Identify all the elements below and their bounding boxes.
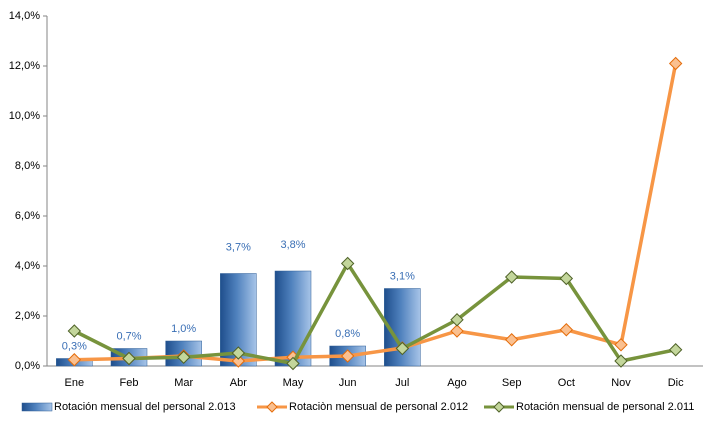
marker (67, 353, 82, 367)
line (73, 261, 677, 366)
data-label: 0,7% (116, 330, 141, 342)
marker (504, 270, 519, 284)
x-tick-label: May (283, 377, 304, 389)
marker (668, 343, 683, 357)
marker (231, 354, 246, 368)
marker (176, 350, 191, 364)
data-label: 3,8% (280, 239, 305, 251)
marker (340, 256, 355, 271)
data-label: 0,3% (62, 340, 87, 352)
y-tick-label: 6,0% (15, 210, 40, 222)
bar (274, 270, 312, 367)
legend-label: Rotación mensual de personal 2.011 (516, 401, 694, 413)
legend-swatch (21, 402, 53, 412)
y-tick-label: 8,0% (15, 160, 40, 172)
x-tick-label: Feb (120, 377, 139, 389)
x-tick-label: Jun (339, 377, 357, 389)
marker (559, 271, 574, 286)
x-tick-label: Sep (502, 377, 522, 389)
marker (231, 346, 246, 360)
x-tick-label: Mar (174, 377, 193, 389)
marker (668, 56, 683, 71)
marker (340, 349, 355, 363)
marker (67, 324, 82, 338)
y-tick-label: 12,0% (9, 60, 40, 72)
x-tick-label: Jul (395, 377, 409, 389)
legend-label: Rotaciòn mensual de personal 2.012 (289, 401, 468, 413)
legend-label: Rotación mensual del personal 2.013 (54, 401, 236, 413)
x-tick-label: Dic (668, 377, 684, 389)
marker (614, 354, 628, 368)
legend-marker (493, 401, 505, 413)
y-tick-label: 4,0% (15, 260, 40, 272)
x-tick-label: Nov (611, 377, 631, 389)
y-tick-label: 14,0% (9, 10, 40, 22)
legend-marker (266, 401, 278, 413)
data-label: 1,0% (171, 323, 196, 335)
line (74, 63, 678, 363)
x-tick-label: Oct (558, 377, 575, 389)
marker (614, 338, 628, 352)
y-tick-label: 0,0% (15, 360, 40, 372)
data-label: 3,7% (226, 241, 251, 253)
data-label: 0,8% (335, 328, 360, 340)
y-tick-label: 10,0% (9, 110, 40, 122)
x-tick-label: Abr (230, 377, 247, 389)
marker (504, 333, 519, 347)
marker (559, 323, 574, 337)
marker (286, 356, 300, 371)
x-tick-label: Ago (447, 377, 467, 389)
marker (395, 341, 410, 356)
x-tick-label: Ene (65, 377, 85, 389)
marker (122, 351, 136, 366)
marker (450, 324, 464, 338)
data-label: 3,1% (390, 270, 415, 282)
marker (450, 313, 464, 327)
y-tick-label: 2,0% (15, 310, 40, 322)
